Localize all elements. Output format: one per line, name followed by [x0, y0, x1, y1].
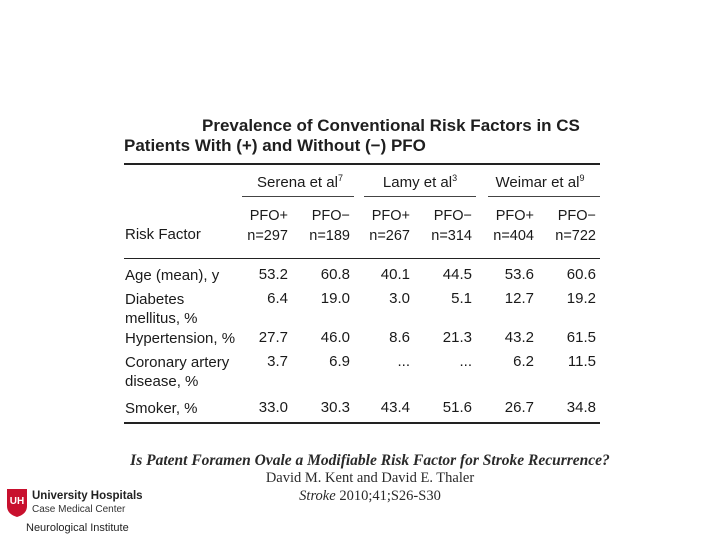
table-cell: 26.7: [504, 399, 534, 416]
row-label: Age (mean), y: [125, 266, 219, 285]
journal-details: 2010;41;S26-S30: [335, 488, 441, 504]
table-cell: 6.4: [267, 290, 288, 307]
table-cell: 3.7: [267, 353, 288, 370]
logo-subtitle: Case Medical Center: [32, 504, 126, 515]
row-label-line: Hypertension, %: [125, 330, 236, 347]
table-cell: 60.8: [320, 266, 350, 283]
table-top-rule: [124, 163, 600, 165]
header-rule: [124, 258, 600, 259]
column-header: PFO+ n=297: [247, 208, 288, 244]
table-title-line-1: Prevalence of Conventional Risk Factors …: [202, 116, 580, 135]
column-header: PFO− n=189: [309, 208, 350, 244]
row-label: Diabetes mellitus, %: [125, 290, 198, 328]
article-authors: David M. Kent and David E. Thaler: [265, 470, 475, 486]
table-cell: 60.6: [566, 266, 596, 283]
column-header: PFO+ n=404: [493, 208, 534, 244]
table-title-line-2: Patients With (+) and Without (−) PFO: [124, 136, 426, 155]
table-cell: 33.0: [258, 399, 288, 416]
group-underline-weimar: [488, 196, 600, 197]
uh-monogram: UH: [10, 496, 24, 507]
column-header: PFO− n=722: [555, 208, 596, 244]
logo-institute: Neurological Institute: [26, 522, 129, 534]
table-cell: 6.9: [329, 353, 350, 370]
table-cell: ...: [397, 353, 410, 370]
table-cell: 53.6: [504, 266, 534, 283]
table-cell: 40.1: [380, 266, 410, 283]
table-cell: 21.3: [442, 329, 472, 346]
table-cell: 53.2: [258, 266, 288, 283]
table-cell: 34.8: [566, 399, 596, 416]
institution-logo: UH University Hospitals Case Medical Cen…: [6, 488, 166, 538]
table-cell: 51.6: [442, 399, 472, 416]
row-label-line: Diabetes: [125, 291, 185, 308]
article-reference: Stroke 2010;41;S26-S30: [100, 488, 640, 505]
table-bottom-rule: [124, 422, 600, 424]
table-cell: 30.3: [320, 399, 350, 416]
row-label: Hypertension, %: [125, 329, 235, 348]
table-cell: 11.5: [567, 353, 596, 370]
row-label-line: Coronary artery: [125, 354, 230, 371]
journal-name: Stroke: [299, 488, 336, 504]
uh-shield-icon: UH: [7, 489, 27, 517]
table-cell: 19.2: [566, 290, 596, 307]
article-title: Is Patent Foramen Ovale a Modifiable Ris…: [130, 452, 610, 469]
row-label-line: Age (mean), y: [125, 267, 220, 284]
group-header-lamy: Lamy et al3: [382, 173, 458, 191]
row-label-line: Smoker, %: [125, 400, 198, 417]
group-header-weimar: Weimar et al9: [495, 173, 585, 191]
column-header: PFO+ n=267: [369, 208, 410, 244]
group-underline-serena: [242, 196, 354, 197]
table-cell: 43.4: [380, 399, 410, 416]
table-cell: 43.2: [504, 329, 534, 346]
risk-factor-header: Risk Factor: [125, 226, 201, 243]
table-cell: 19.0: [320, 290, 350, 307]
table-cell: ...: [459, 353, 472, 370]
table-cell: 8.6: [389, 329, 410, 346]
table-cell: 12.7: [504, 290, 534, 307]
row-label-line: mellitus, %: [125, 310, 198, 327]
table-cell: 61.5: [566, 329, 596, 346]
table-title: Prevalence of Conventional Risk Factors …: [124, 116, 604, 156]
group-underline-lamy: [364, 196, 476, 197]
row-label-line: disease, %: [125, 373, 199, 390]
table-cell: 3.0: [389, 290, 410, 307]
row-label: Smoker, %: [125, 399, 198, 418]
table-cell: 27.7: [258, 329, 288, 346]
table-cell: 6.2: [513, 353, 534, 370]
table-cell: 44.5: [442, 266, 472, 283]
column-header: PFO− n=314: [431, 208, 472, 244]
row-label: Coronary artery disease, %: [125, 353, 229, 391]
group-header-serena: Serena et al7: [257, 173, 343, 191]
logo-name: University Hospitals: [32, 490, 143, 502]
table-cell: 46.0: [320, 329, 350, 346]
table-cell: 5.1: [451, 290, 472, 307]
